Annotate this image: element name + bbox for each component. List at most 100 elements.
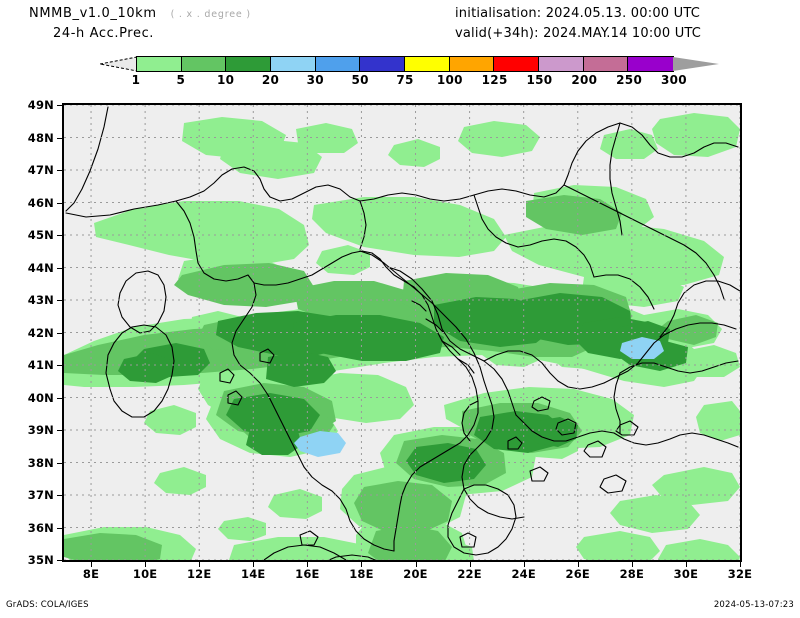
lat-label-40N: 40N xyxy=(27,390,54,405)
colorbar-cell-10 xyxy=(583,57,629,71)
lon-tick-10E xyxy=(145,562,147,567)
lat-tick-42N xyxy=(57,332,62,334)
lon-label-14E: 14E xyxy=(241,567,266,581)
lon-label-28E: 28E xyxy=(619,567,645,581)
colorbar-tick-100: 100 xyxy=(436,73,463,87)
lon-tick-26E xyxy=(577,562,579,567)
colorbar-tick-1: 1 xyxy=(131,73,141,87)
render-timestamp: 2024-05-13-07:23 xyxy=(713,600,794,610)
lat-label-35N: 35N xyxy=(27,553,54,567)
lat-label-38N: 38N xyxy=(27,455,54,470)
model-title: NMMB_v1.0_10km xyxy=(29,6,157,21)
lat-label-47N: 47N xyxy=(27,163,54,177)
lat-tick-44N xyxy=(57,267,62,269)
lon-label-12E: 12E xyxy=(186,567,212,581)
field-title: 24-h Acc.Prec. xyxy=(53,26,155,41)
lon-tick-22E xyxy=(469,562,471,567)
colorbar-cell-3 xyxy=(270,57,316,71)
grads-credit: GrADS: COLA/IGES xyxy=(6,600,89,610)
valid-time: valid(+34h): 2024.MAY.14 10:00 UTC xyxy=(455,26,702,41)
colorbar-cell-2 xyxy=(226,57,271,71)
lon-label-18E: 18E xyxy=(349,567,374,581)
lat-label-48N: 48N xyxy=(27,130,54,145)
lat-tick-47N xyxy=(57,170,62,171)
lon-tick-30E xyxy=(685,562,687,567)
lon-label-32E: 32E xyxy=(727,567,753,581)
lon-label-30E: 30E xyxy=(673,567,699,581)
lat-label-41N: 41N xyxy=(27,358,54,372)
colorbar-cell-5 xyxy=(360,57,405,71)
colorbar-tick-150: 150 xyxy=(526,73,553,87)
lon-tick-16E xyxy=(307,562,309,567)
lon-tick-12E xyxy=(199,562,201,567)
lon-label-10E: 10E xyxy=(132,567,158,581)
lat-tick-36N xyxy=(57,527,62,529)
lat-label-36N: 36N xyxy=(27,520,54,535)
colorbar-tick-50: 50 xyxy=(351,73,369,87)
lat-label-42N: 42N xyxy=(27,325,54,340)
colorbar: 1 5 10 20 30 50 75 100 125 150 200 250 300 xyxy=(100,56,719,87)
resolution-note: ( . x . degree ) xyxy=(170,9,251,20)
model-title-line: NMMB_v1.0_10km ( . x . degree ) xyxy=(29,6,251,21)
colorbar-under-arrow-icon xyxy=(100,56,137,72)
lat-tick-46N xyxy=(57,202,62,204)
colorbar-cells xyxy=(136,56,674,72)
colorbar-tick-labels: 1 5 10 20 30 50 75 100 125 150 200 250 300 xyxy=(132,73,687,89)
colorbar-over-arrow-icon xyxy=(673,57,719,71)
colorbar-cell-9 xyxy=(538,57,584,71)
colorbar-cell-0 xyxy=(137,57,182,71)
lon-tick-24E xyxy=(523,562,525,567)
lat-label-46N: 46N xyxy=(27,195,54,210)
lat-tick-37N xyxy=(57,495,62,496)
lat-tick-39N xyxy=(57,430,62,431)
lon-label-22E: 22E xyxy=(457,567,482,581)
colorbar-cell-7 xyxy=(449,57,495,71)
colorbar-tick-75: 75 xyxy=(396,73,414,87)
colorbar-tick-5: 5 xyxy=(176,73,186,87)
lon-label-24E: 24E xyxy=(511,567,536,581)
lat-tick-48N xyxy=(57,137,62,139)
lat-tick-45N xyxy=(57,235,62,236)
precipitation-map-frame[interactable] xyxy=(62,103,742,562)
colorbar-tick-125: 125 xyxy=(481,73,508,87)
colorbar-cell-4 xyxy=(315,57,361,71)
lat-tick-49N xyxy=(57,105,62,106)
colorbar-cell-6 xyxy=(404,57,450,71)
lat-label-37N: 37N xyxy=(27,488,54,502)
lon-tick-8E xyxy=(91,562,93,567)
lon-label-26E: 26E xyxy=(565,567,590,581)
initialisation-time: initialisation: 2024.05.13. 00:00 UTC xyxy=(455,6,700,21)
lon-tick-20E xyxy=(415,562,417,567)
lat-tick-41N xyxy=(57,365,62,366)
lon-label-16E: 16E xyxy=(295,567,320,581)
lat-tick-40N xyxy=(57,397,62,399)
lon-tick-18E xyxy=(361,562,363,567)
lat-label-44N: 44N xyxy=(27,260,54,275)
lat-tick-43N xyxy=(57,300,62,301)
lat-label-45N: 45N xyxy=(27,228,54,242)
colorbar-tick-200: 200 xyxy=(571,73,598,87)
lon-tick-32E xyxy=(740,562,741,567)
lon-label-8E: 8E xyxy=(82,567,100,581)
colorbar-cell-1 xyxy=(181,57,227,71)
lat-label-43N: 43N xyxy=(27,293,54,307)
precipitation-map-canvas xyxy=(64,105,740,560)
lat-tick-35N xyxy=(57,560,62,561)
lon-tick-14E xyxy=(253,562,255,567)
colorbar-cell-8 xyxy=(494,57,539,71)
colorbar-tick-10: 10 xyxy=(217,73,235,87)
colorbar-tick-300: 300 xyxy=(660,73,687,87)
colorbar-tick-30: 30 xyxy=(306,73,324,87)
colorbar-tick-20: 20 xyxy=(261,73,280,87)
precip-layer-20mm xyxy=(294,337,664,457)
lat-label-39N: 39N xyxy=(27,423,54,437)
coastlines-and-borders xyxy=(65,106,740,560)
colorbar-tick-250: 250 xyxy=(616,73,643,87)
lon-tick-28E xyxy=(631,562,633,567)
colorbar-cell-11 xyxy=(628,57,673,71)
lat-tick-38N xyxy=(57,462,62,464)
map-gridlines xyxy=(64,105,740,560)
lat-label-49N: 49N xyxy=(27,98,54,112)
lon-label-20E: 20E xyxy=(403,567,428,581)
